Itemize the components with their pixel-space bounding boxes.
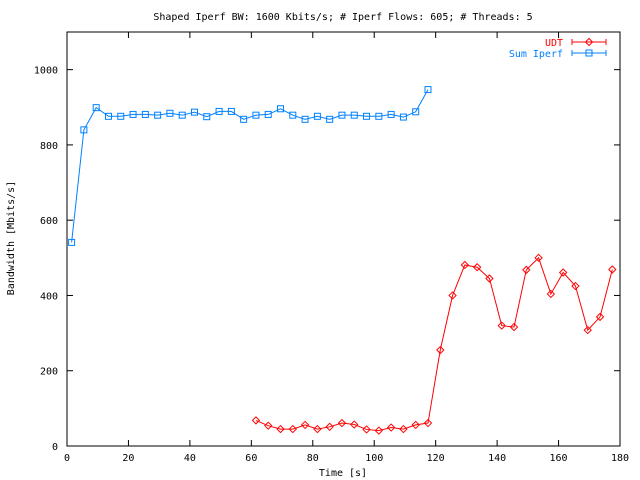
point-udt-20 [497, 321, 506, 330]
point-sum-iperf-14 [240, 115, 248, 123]
series-layer [68, 86, 617, 435]
point-udt-0 [251, 416, 261, 425]
axis-ticks: 0 20 40 60 80 100 120 140 160 180 0 200 400 600 800 100… [34, 32, 629, 464]
point-sum-iperf-19 [301, 115, 309, 123]
point-sum-iperf-20 [313, 112, 321, 120]
point-udt-12 [399, 424, 408, 434]
point-sum-iperf-8 [166, 109, 174, 117]
point-sum-iperf-18 [289, 111, 297, 119]
point-sum-iperf-28 [412, 108, 420, 116]
point-udt-29 [608, 265, 617, 274]
point-sum-iperf-5 [129, 110, 137, 118]
legend-label-udt: UDT [545, 38, 563, 49]
point-sum-iperf-16 [264, 110, 272, 118]
point-sum-iperf-9 [178, 111, 186, 119]
point-udt-11 [386, 423, 396, 432]
point-udt-28 [595, 312, 605, 322]
y-tick-label-2: 400 [40, 291, 58, 302]
legend-marker-sum-iperf [585, 49, 593, 57]
point-udt-23 [534, 253, 543, 263]
point-sum-iperf-4 [117, 112, 125, 120]
point-udt-5 [313, 424, 322, 434]
point-udt-27 [583, 325, 592, 335]
point-sum-iperf-24 [363, 112, 371, 120]
x-tick-label-5: 100 [365, 453, 383, 464]
legend-marker-udt [584, 37, 594, 47]
x-tick-label-3: 60 [245, 453, 257, 464]
x-tick-label-0: 0 [64, 453, 70, 464]
point-sum-iperf-15 [252, 111, 260, 119]
x-tick-label-8: 160 [550, 453, 568, 464]
x-axis-title: Time [s] [319, 468, 367, 479]
x-tick-label-2: 40 [184, 453, 196, 464]
point-udt-19 [485, 274, 494, 283]
x-tick-label-1: 20 [122, 453, 134, 464]
y-tick-label-1: 200 [40, 367, 58, 378]
point-udt-16 [448, 291, 457, 300]
point-sum-iperf-23 [350, 111, 358, 119]
x-tick-label-6: 120 [427, 453, 445, 464]
y-tick-label-4: 800 [40, 141, 58, 152]
point-udt-17 [460, 260, 470, 270]
point-udt-22 [522, 265, 531, 275]
point-sum-iperf-6 [141, 110, 149, 118]
point-udt-24 [546, 289, 556, 299]
point-sum-iperf-22 [338, 111, 346, 119]
point-udt-21 [509, 322, 519, 332]
point-sum-iperf-1 [80, 126, 88, 134]
y-axis-title: Bandwidth [Mbits/s] [6, 181, 17, 295]
point-sum-iperf-21 [326, 115, 334, 123]
y-tick-label-0: 0 [52, 442, 58, 453]
point-udt-6 [325, 422, 334, 432]
point-udt-15 [436, 345, 445, 355]
point-sum-iperf-3 [104, 112, 112, 120]
point-udt-9 [362, 425, 371, 434]
x-tick-label-7: 140 [488, 453, 506, 464]
point-udt-3 [288, 424, 298, 434]
point-udt-10 [374, 426, 384, 435]
plot-frame [66, 31, 621, 447]
point-sum-iperf-2 [92, 104, 100, 112]
point-udt-7 [337, 418, 347, 428]
point-sum-iperf-13 [227, 107, 235, 115]
x-tick-label-4: 80 [307, 453, 319, 464]
point-sum-iperf-29 [424, 86, 432, 94]
point-udt-14 [423, 418, 433, 428]
point-sum-iperf-26 [387, 110, 395, 118]
point-udt-25 [558, 268, 568, 277]
point-sum-iperf-12 [215, 107, 223, 115]
point-udt-4 [300, 420, 310, 430]
point-sum-iperf-0 [68, 238, 76, 246]
point-sum-iperf-27 [399, 113, 407, 121]
point-udt-18 [472, 263, 482, 272]
chart-title: Shaped Iperf BW: 1600 Kbits/s; # Iperf F… [153, 12, 532, 23]
series-line-sum-iperf [71, 89, 429, 243]
series-line-udt [255, 256, 613, 432]
point-sum-iperf-7 [154, 111, 162, 119]
point-sum-iperf-25 [375, 112, 383, 120]
point-udt-8 [350, 420, 359, 429]
point-sum-iperf-10 [190, 108, 198, 116]
point-sum-iperf-11 [203, 113, 211, 121]
series-udt [251, 253, 617, 435]
y-tick-label-3: 600 [40, 216, 58, 227]
x-tick-label-9: 180 [611, 453, 629, 464]
series-sum-iperf [68, 86, 432, 246]
point-udt-26 [571, 281, 580, 291]
point-sum-iperf-17 [277, 105, 285, 113]
legend-label-sum-iperf: Sum Iperf [509, 49, 563, 60]
point-udt-2 [276, 424, 285, 434]
y-tick-label-5: 1000 [34, 66, 58, 77]
point-udt-1 [264, 421, 273, 430]
point-udt-13 [411, 420, 420, 430]
